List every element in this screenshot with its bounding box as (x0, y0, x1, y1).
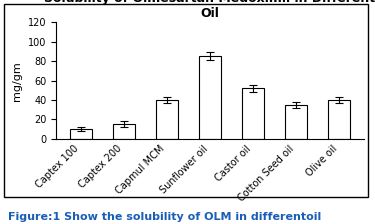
Bar (70, 129, 92, 139)
Bar (199, 56, 221, 139)
Bar (285, 105, 307, 139)
Bar (156, 100, 178, 139)
Y-axis label: mg/gm: mg/gm (12, 61, 22, 101)
Bar (113, 124, 135, 139)
Text: Figure:1 Show the solubility of OLM in differentoil: Figure:1 Show the solubility of OLM in d… (8, 211, 321, 222)
Bar (328, 100, 350, 139)
Title: Solubility of Olmesartan Medoximil in Different
Oil: Solubility of Olmesartan Medoximil in Di… (44, 0, 375, 20)
Bar (242, 88, 264, 139)
